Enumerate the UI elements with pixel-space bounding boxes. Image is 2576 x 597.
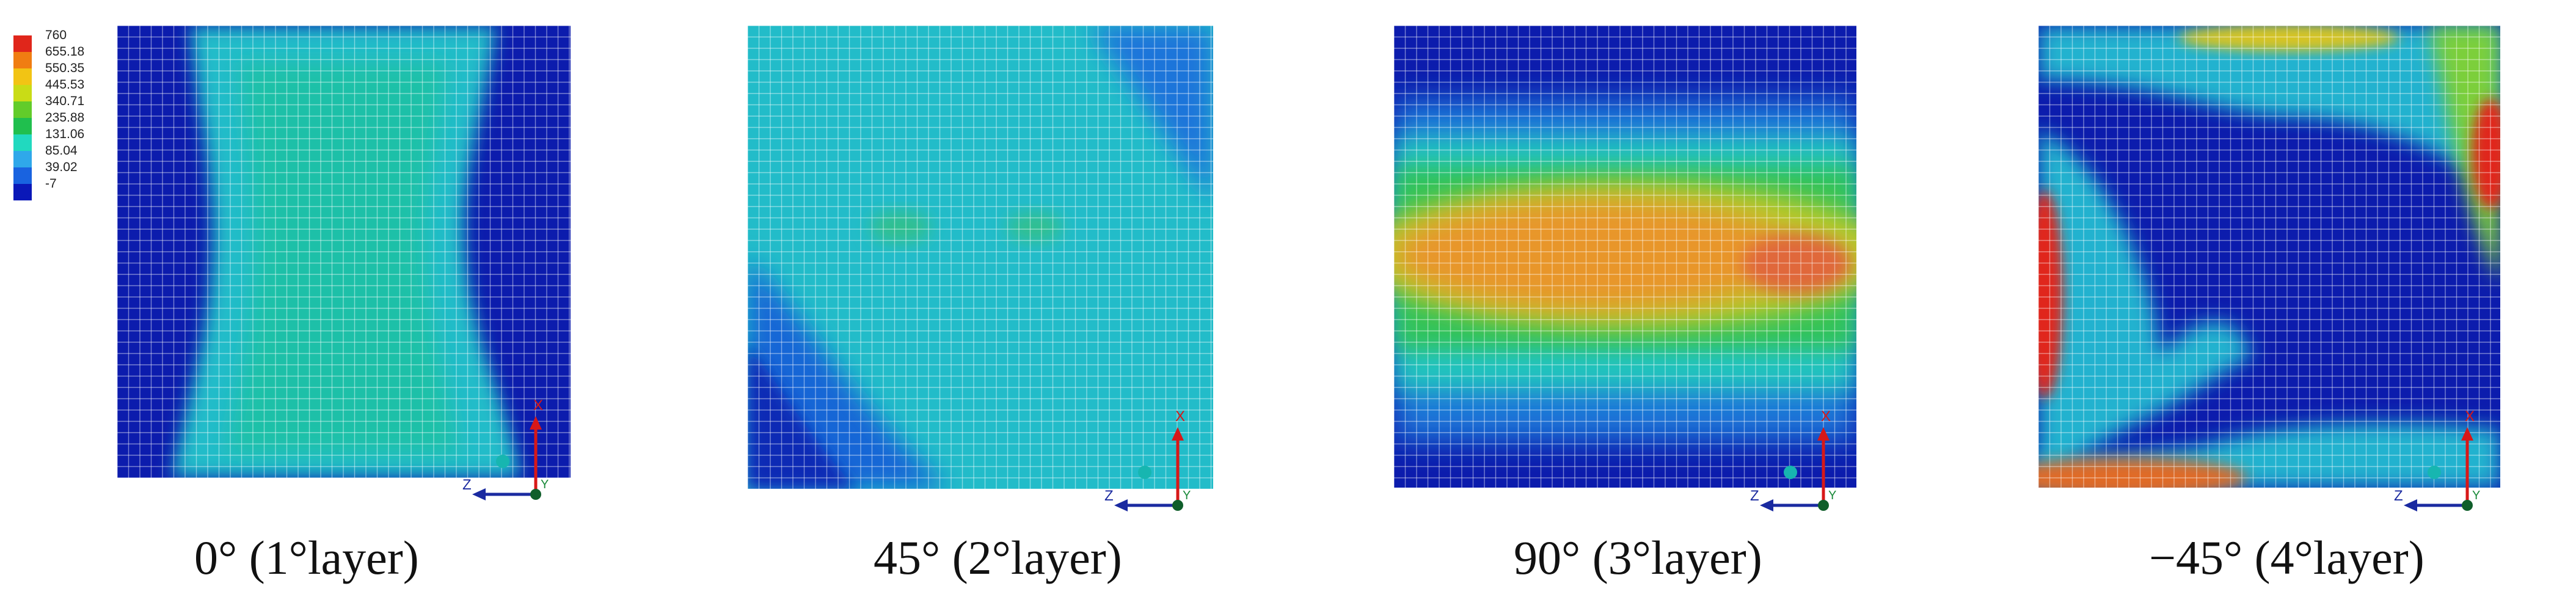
legend-entry: 85.04 xyxy=(13,144,87,167)
legend-entry: 655.18 xyxy=(13,45,87,68)
sphere-icon xyxy=(2428,466,2441,479)
z-axis-label: Z xyxy=(1104,488,1114,504)
legend-swatch xyxy=(13,118,32,134)
axis-triad-svg: X Z Y xyxy=(1104,408,1191,511)
contour-svg xyxy=(748,26,1213,489)
contour-region xyxy=(2179,26,2399,51)
x-axis-label: X xyxy=(2465,408,2475,425)
stress-contour-plot-layer-2 xyxy=(748,26,1213,489)
legend-entry: 760 xyxy=(13,29,87,52)
z-axis-label: Z xyxy=(2394,488,2403,504)
y-axis-label: Y xyxy=(1828,489,1836,502)
sphere-icon xyxy=(1784,466,1797,479)
contour-region xyxy=(1090,26,1213,203)
y-axis-marker xyxy=(2462,500,2473,511)
z-axis-arrowhead xyxy=(2404,499,2417,511)
z-axis-arrowhead xyxy=(1114,499,1128,511)
legend-value: 39.02 xyxy=(45,160,78,174)
stress-contour-plot-layer-3 xyxy=(1394,26,1856,488)
x-axis-label: X xyxy=(1821,408,1831,425)
legend-value: 235.88 xyxy=(45,111,85,125)
sphere-icon xyxy=(496,455,509,468)
sphere-icon xyxy=(1138,466,1151,479)
contour-region xyxy=(1742,233,1852,295)
axis-triad-svg: X Z Y xyxy=(1750,408,1836,511)
x-axis-label: X xyxy=(533,397,543,414)
stress-contour-plot-layer-1 xyxy=(117,26,571,478)
legend-value: 131.06 xyxy=(45,127,85,141)
y-axis-label: Y xyxy=(541,478,549,491)
legend-swatch xyxy=(13,167,32,184)
legend-value: 445.53 xyxy=(45,78,85,92)
z-axis-arrowhead xyxy=(472,488,486,500)
panel-caption: 45° (2°layer) xyxy=(874,531,1122,584)
panel-caption: 90° (3°layer) xyxy=(1514,531,1762,584)
contour-region xyxy=(2472,99,2500,209)
legend-swatch xyxy=(13,151,32,167)
contour-svg xyxy=(117,26,571,478)
z-axis-label: Z xyxy=(462,477,472,493)
contour-region xyxy=(2038,130,2252,488)
contour-region xyxy=(2038,458,2246,488)
axis-triad-svg: X Z Y xyxy=(462,397,549,500)
x-axis-arrowhead xyxy=(530,416,542,430)
mesh-grid xyxy=(748,26,1213,489)
legend-value: 340.71 xyxy=(45,94,85,108)
legend-entry: 39.02 xyxy=(13,161,87,184)
contour-region xyxy=(2038,26,2500,185)
contour-svg xyxy=(1394,26,1856,488)
legend-swatch xyxy=(13,134,32,151)
mesh-grid xyxy=(1394,26,1856,488)
y-axis-marker xyxy=(530,489,541,500)
color-legend: 760 655.18 550.35 445.53 340.71 235.88 1… xyxy=(13,29,87,200)
mesh-grid xyxy=(117,26,571,478)
x-axis-arrowhead xyxy=(2461,427,2473,441)
legend-value: -7 xyxy=(45,177,57,191)
legend-swatch xyxy=(13,35,32,52)
legend-swatch xyxy=(13,101,32,118)
legend-value: 85.04 xyxy=(45,144,78,158)
legend-swatch xyxy=(13,184,32,200)
x-axis-arrowhead xyxy=(1817,427,1830,441)
z-axis-label: Z xyxy=(1750,488,1759,504)
legend-value: 550.35 xyxy=(45,61,85,75)
legend-entry: -7 xyxy=(13,177,87,200)
legend-entry: 340.71 xyxy=(13,95,87,118)
contour-region xyxy=(1007,213,1062,242)
legend-entry: 445.53 xyxy=(13,78,87,101)
panel-caption: 0° (1°layer) xyxy=(194,531,419,584)
z-axis-arrowhead xyxy=(1760,499,1773,511)
contour-region xyxy=(1394,200,1797,310)
contour-region xyxy=(870,211,931,243)
legend-value: 760 xyxy=(45,28,67,42)
legend-entry: 131.06 xyxy=(13,128,87,151)
y-axis-label: Y xyxy=(2472,489,2480,502)
legend-entry: 550.35 xyxy=(13,62,87,85)
contour-svg xyxy=(2038,26,2500,488)
legend-swatch xyxy=(13,52,32,68)
contour-region xyxy=(2038,191,2063,398)
legend-entry: 235.88 xyxy=(13,111,87,134)
panel-caption: −45° (4°layer) xyxy=(2149,531,2425,584)
y-axis-marker xyxy=(1172,500,1183,511)
y-axis-label: Y xyxy=(1183,489,1191,502)
x-axis-arrowhead xyxy=(1172,427,1184,441)
mesh-grid xyxy=(2038,26,2500,488)
contour-region xyxy=(227,62,459,453)
x-axis-label: X xyxy=(1175,408,1185,425)
legend-value: 655.18 xyxy=(45,45,85,59)
axis-triad-svg: X Z Y xyxy=(2394,408,2480,511)
legend-swatch xyxy=(13,68,32,85)
legend-swatch xyxy=(13,85,32,101)
stress-contour-plot-layer-4 xyxy=(2038,26,2500,488)
contour-region xyxy=(748,343,858,489)
contour-region xyxy=(2429,26,2500,282)
y-axis-marker xyxy=(1818,500,1829,511)
